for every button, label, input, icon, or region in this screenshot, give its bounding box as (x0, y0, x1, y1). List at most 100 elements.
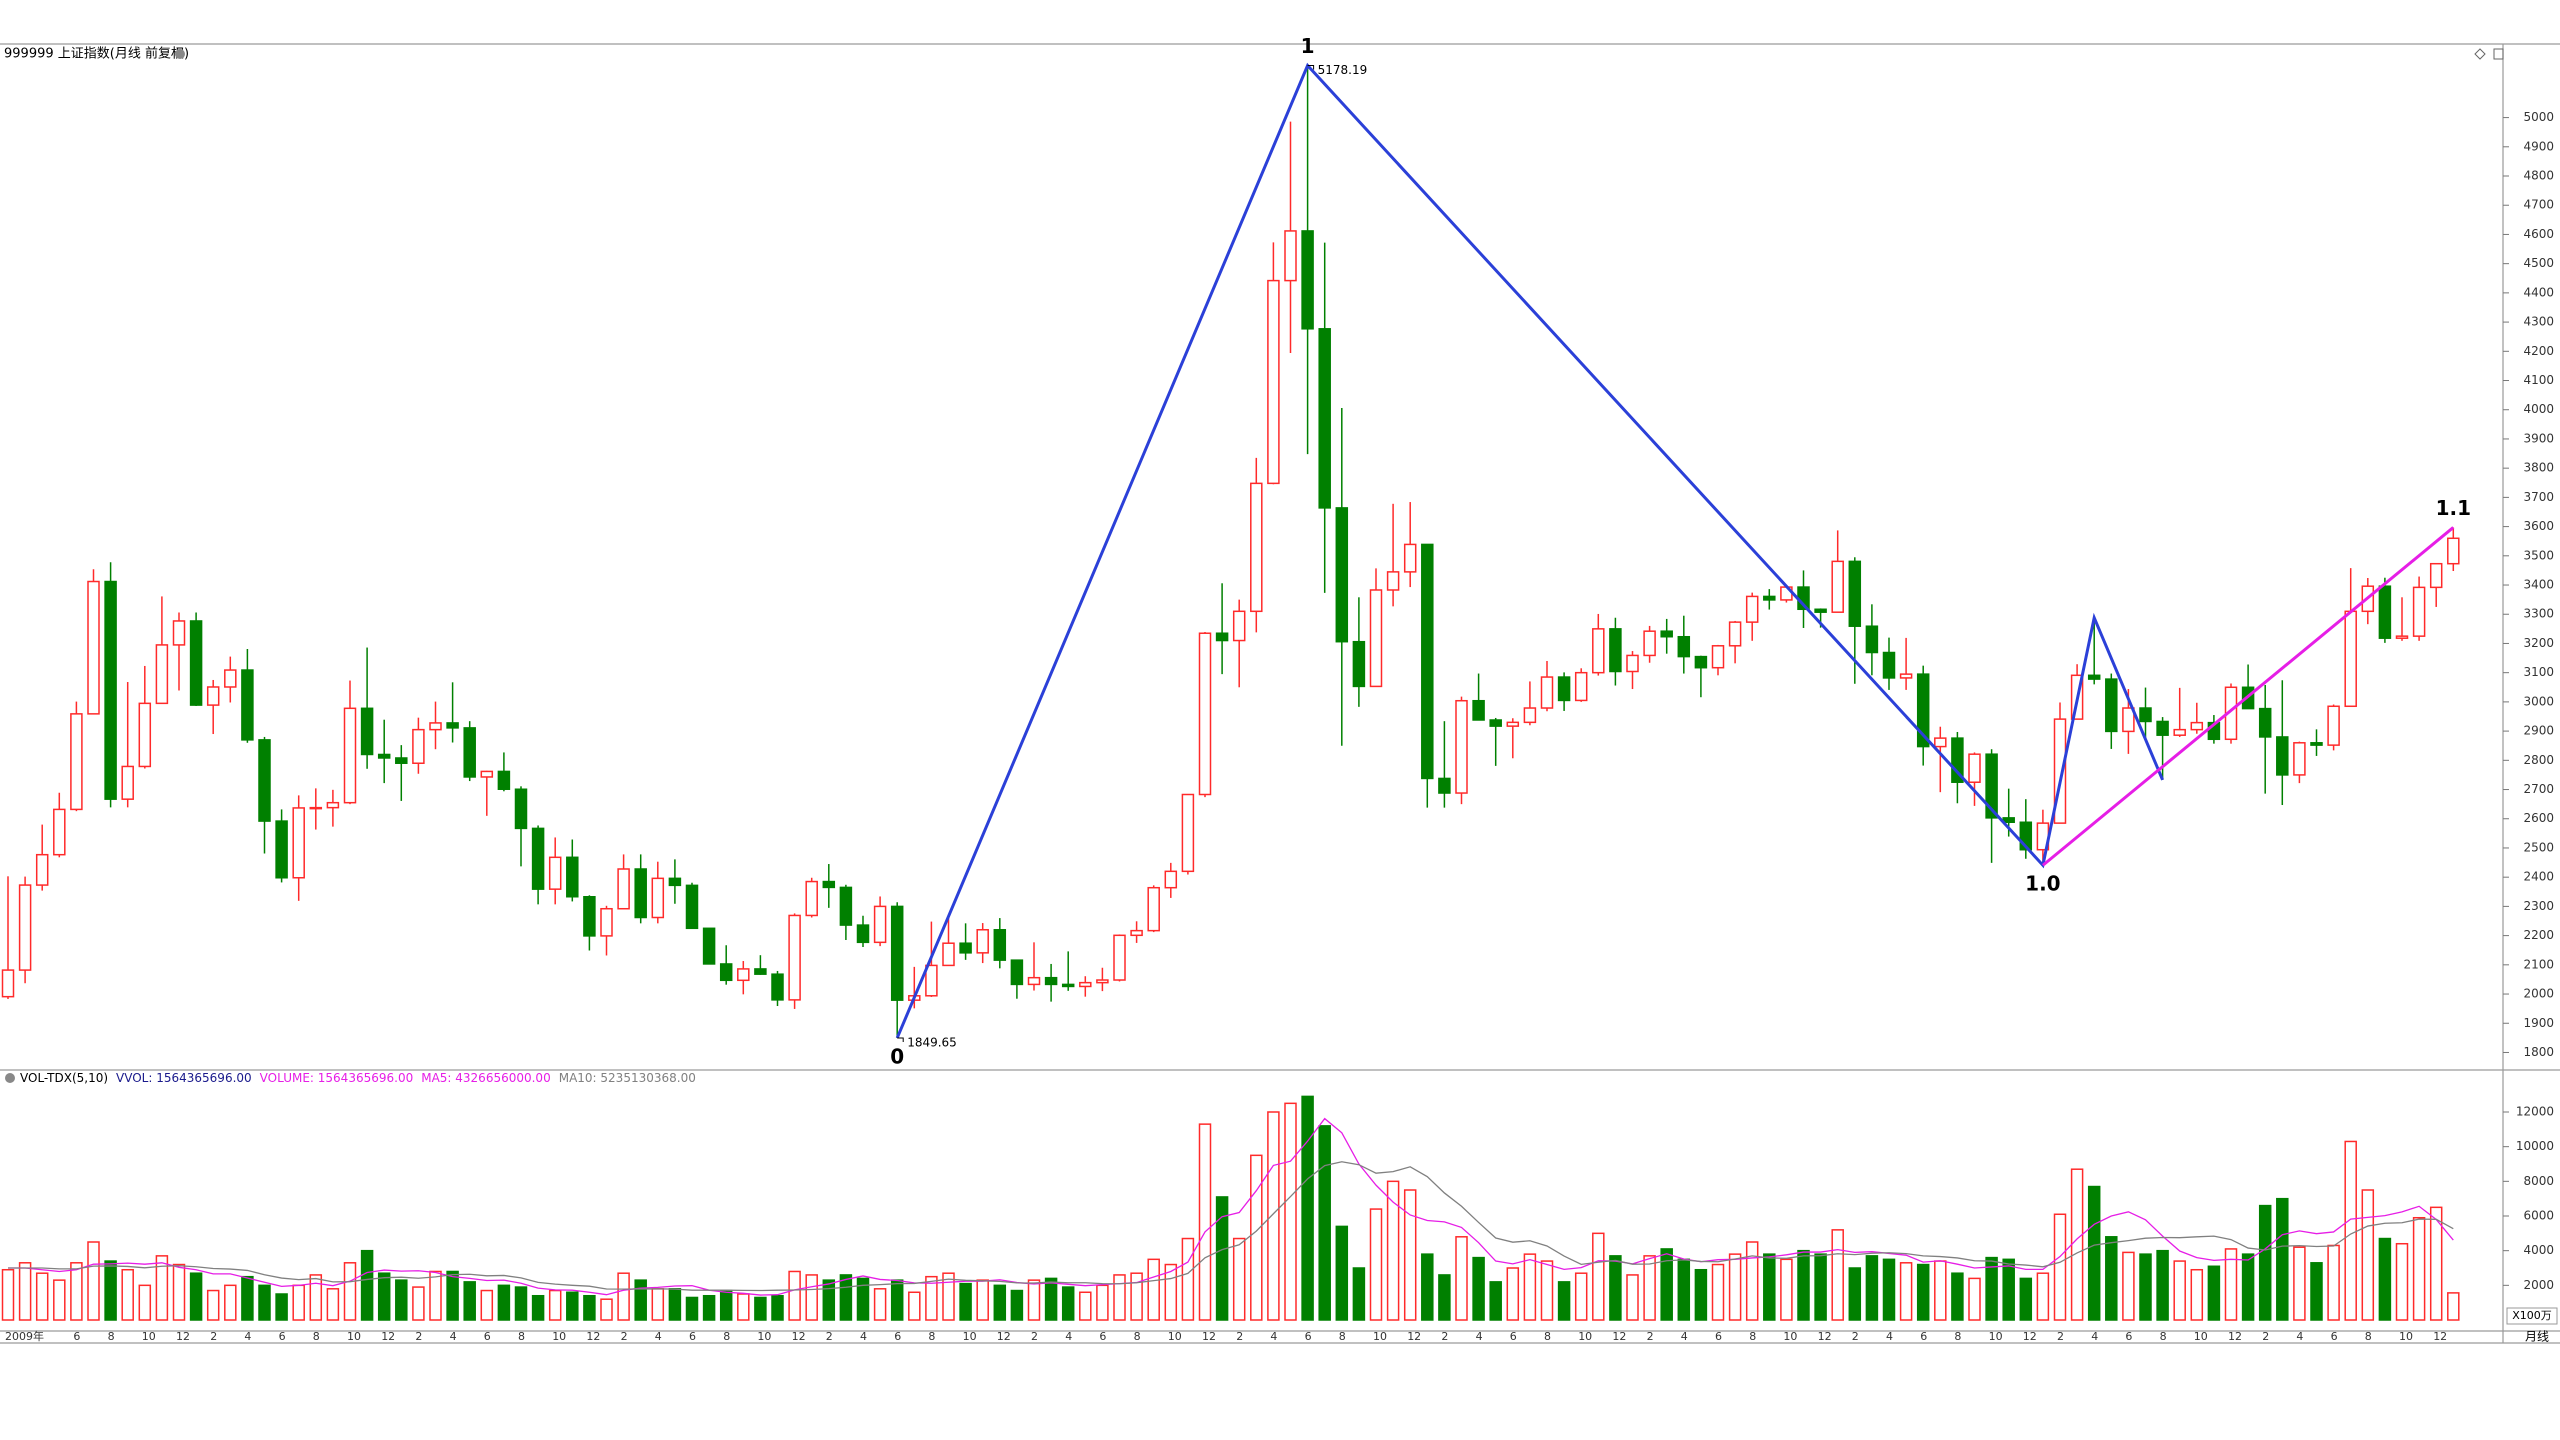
volume-bar (1113, 1274, 1126, 1321)
indicator-icon[interactable] (5, 1073, 15, 1083)
candle-body (1079, 981, 1092, 988)
volume-bar (2344, 1140, 2357, 1321)
y-tick-label: 4500 (2523, 256, 2554, 270)
y-tick-label: 1900 (2523, 1016, 2554, 1030)
volume-bar (1181, 1237, 1195, 1321)
x-tick-label: 10 (347, 1330, 361, 1343)
volume-bar (2190, 1268, 2204, 1321)
candle-body (890, 905, 904, 1001)
volume-bar (155, 1255, 169, 1321)
volume-bar (976, 1279, 989, 1321)
candle-body (2087, 674, 2101, 680)
candle-body (189, 620, 203, 706)
volume-bar (719, 1289, 733, 1321)
volume-bar (2429, 1206, 2443, 1321)
volume-bar (1574, 1272, 1588, 1321)
window-icon[interactable] (2493, 48, 2504, 60)
volume-bar (1301, 1095, 1314, 1321)
candle-body (326, 801, 340, 809)
candle-body (1609, 628, 1622, 673)
volume-bar (1899, 1262, 1913, 1321)
candle-body (2053, 718, 2067, 824)
volume-bar (1421, 1253, 1434, 1321)
candle-body (70, 713, 83, 811)
candle-body (1968, 753, 1981, 783)
candle-body (959, 942, 972, 954)
volume-bar (121, 1268, 134, 1321)
volume-bar (2310, 1262, 2323, 1321)
volume-bar (925, 1275, 938, 1321)
x-tick-label: 10 (1168, 1330, 1182, 1343)
volume-bar (2019, 1277, 2033, 1321)
x-tick-label: 12 (1202, 1330, 1216, 1343)
x-tick-label: 2 (1647, 1330, 1654, 1343)
x-tick-label: 10 (757, 1330, 771, 1343)
candle-body (2293, 742, 2306, 776)
candle-body (18, 884, 32, 971)
candle-body (2173, 728, 2186, 736)
wave-label: 1 (1301, 34, 1315, 58)
volume-bar (2036, 1272, 2050, 1321)
volume-bar (1318, 1125, 1331, 1321)
volume-bar (873, 1288, 887, 1321)
x-tick-label: 12 (586, 1330, 600, 1343)
candle-body (258, 739, 271, 822)
candle-body (395, 757, 408, 764)
y-tick-label: 3000 (2523, 694, 2554, 708)
volume-bar (1745, 1241, 1759, 1321)
volume-bar (1250, 1154, 1263, 1321)
candle-body (2344, 610, 2357, 708)
y-tick-label: 2000 (2523, 1278, 2554, 1292)
volume-bar (326, 1288, 340, 1321)
candle-body (429, 722, 442, 731)
x-tick-label: 10 (2399, 1330, 2413, 1343)
x-tick-label: 2 (415, 1330, 422, 1343)
candle-body (514, 788, 528, 830)
candle-body (1831, 560, 1844, 613)
candle-body (1916, 673, 1930, 748)
candle-body (822, 880, 836, 889)
x-tick-label: 6 (2125, 1330, 2132, 1343)
volume-bar (1882, 1258, 1896, 1321)
volume-bar (1147, 1258, 1160, 1321)
x-tick-label: 2 (1236, 1330, 1243, 1343)
candle-body (1250, 482, 1263, 613)
candle-body (343, 707, 357, 804)
y-tick-label: 2000 (2523, 987, 2554, 1001)
candle-body (2395, 635, 2409, 639)
candle-body (531, 827, 545, 890)
y-tick-label: 2300 (2523, 899, 2554, 913)
volume-bar (189, 1272, 203, 1321)
volume-bar (822, 1279, 836, 1321)
x-tick-label: 8 (313, 1330, 320, 1343)
candle-body (1814, 608, 1827, 613)
candle-body (737, 968, 750, 982)
volume-bar (890, 1279, 904, 1321)
volume-bar (1386, 1180, 1400, 1321)
candle-body (583, 896, 596, 937)
volume-bar (275, 1293, 288, 1321)
x-tick-label: 6 (1715, 1330, 1722, 1343)
candle-body (497, 770, 511, 790)
y-tick-label: 2500 (2523, 840, 2554, 854)
diamond-icon[interactable] (2474, 48, 2486, 60)
volume-bar (429, 1270, 442, 1321)
volume-bar (2122, 1251, 2135, 1321)
volume-bar (1540, 1260, 1554, 1321)
x-tick-label: 6 (1920, 1330, 1927, 1343)
candle-body (566, 856, 579, 898)
x-tick-label: 6 (1510, 1330, 1517, 1343)
settings-icon[interactable] (175, 49, 185, 59)
candle-body (2139, 707, 2152, 723)
y-tick-label: 4200 (2523, 344, 2554, 358)
candle-body (2190, 721, 2204, 731)
y-tick-label: 2100 (2523, 957, 2554, 971)
x-tick-label: 4 (1065, 1330, 1072, 1343)
x-tick-label: 12 (1407, 1330, 1421, 1343)
candle-body (1301, 230, 1314, 330)
candle-body (1882, 651, 1896, 679)
volume-bar (2241, 1253, 2255, 1321)
candle-body (788, 914, 801, 1001)
volume-bar (1780, 1258, 1793, 1321)
volume-bar (360, 1249, 374, 1321)
